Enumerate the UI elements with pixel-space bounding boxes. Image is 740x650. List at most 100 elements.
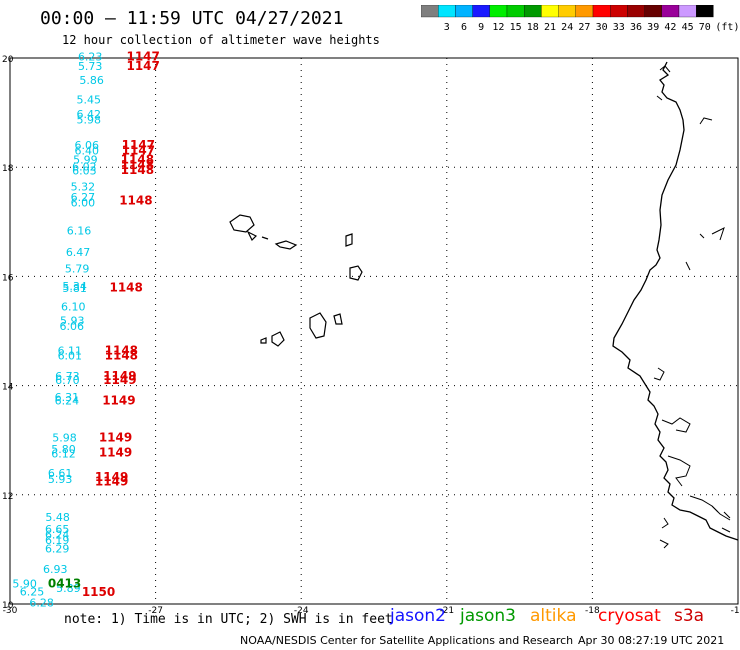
satellite-cryosat: cryosat: [598, 606, 661, 626]
wave-height-label: 6.27: [71, 191, 96, 204]
pass-time-label: 1147: [122, 144, 155, 158]
pass-time-label: 1149: [102, 394, 135, 408]
island-sao-vicente: [246, 230, 258, 242]
lat-tick-label: 10: [2, 601, 14, 611]
wave-height-label: 5.48: [45, 511, 70, 524]
inland-feature-1: [656, 65, 671, 101]
pass-time-label: 1147: [122, 138, 155, 152]
pass-time-label: 1149: [99, 430, 132, 444]
satellite-s3a: s3a: [674, 606, 705, 626]
legend-label: 30: [596, 22, 608, 33]
wave-height-label: 5.93: [48, 473, 73, 486]
legend-swatches: [421, 5, 714, 18]
pass-time-label: 1148: [121, 163, 154, 177]
wave-height-label: 6.47: [66, 246, 91, 259]
pass-time-label: 1149: [103, 369, 136, 383]
lat-tick-label: 18: [2, 164, 14, 174]
legend-label: 39: [647, 22, 659, 33]
lat-tick-label: 20: [2, 55, 14, 65]
wave-height-label: 5.32: [71, 181, 96, 194]
inland-feature-2: [711, 227, 725, 241]
island-fogo: [271, 331, 285, 347]
wave-height-label: 6.06: [60, 320, 84, 333]
coast-inlet-1: [653, 367, 665, 381]
wave-height-label: 6.28: [29, 597, 54, 610]
credit-line: NOAA/NESDIS Center for Satellite Applica…: [240, 634, 574, 647]
wave-height-label: 6.10: [61, 300, 86, 313]
wave-height-label: 5.86: [79, 74, 104, 87]
legend-label: 21: [544, 22, 556, 33]
legend-label: 9: [478, 22, 484, 33]
legend-unit: (ft): [715, 22, 739, 33]
legend-label: 33: [613, 22, 625, 33]
legend-label: 3: [444, 22, 450, 33]
legend-label: 12: [492, 22, 504, 33]
wave-height-label: 5.90: [12, 578, 37, 591]
legend-label: 18: [527, 22, 539, 33]
lon-tick-label: -18: [585, 606, 600, 616]
coast-inlet-2: [661, 417, 691, 433]
lat-tick-label: 14: [2, 383, 14, 393]
legend-label: 15: [510, 22, 522, 33]
wave-height-label: 5.45: [76, 93, 101, 106]
pass-time-label: 1148: [121, 158, 154, 172]
wave-height-label: 6.24: [45, 528, 70, 541]
map-title: 00:00 – 11:59 UTC 04/27/2021: [40, 8, 344, 29]
legend-labels: 3 6 9 12 15 18 21 24 27 30 33 36 39 42 45 70 (ft): [444, 22, 739, 33]
generated-timestamp: Apr 30 08:27:19 UTC 2021: [578, 634, 725, 647]
wave-height-label: 5.89: [56, 582, 81, 595]
pass-time-label: 1148: [109, 281, 142, 295]
wave-height-label: 5.98: [52, 431, 77, 444]
jason3-time-labels: 0413: [48, 577, 81, 591]
wave-height-label: 5.99: [73, 153, 98, 166]
wave-height-label: 6.31: [55, 391, 80, 404]
cyan-wave-height-labels: 6.235.735.865.456.425.986.066.405.996.02…: [12, 51, 103, 610]
coast-islands-east: [711, 505, 731, 533]
lon-tick-label: -24: [294, 606, 309, 616]
wave-height-label: 6.00: [71, 197, 96, 210]
river-mouth: [659, 517, 669, 549]
wave-height-label: 5.81: [62, 282, 87, 295]
wave-height-label: 6.06: [75, 139, 100, 152]
wave-height-label: 6.70: [55, 374, 80, 387]
coast-inlet-3: [667, 455, 691, 487]
legend-label: 42: [664, 22, 676, 33]
lon-tick-label: -30: [3, 606, 18, 616]
wave-height-label: 6.65: [45, 523, 70, 536]
island-santa-luzia: [261, 236, 269, 240]
island-boa-vista: [349, 265, 363, 281]
map-frame: [9, 57, 739, 605]
island-santo-antao: [229, 214, 255, 233]
lon-tick-label: -15: [731, 606, 740, 616]
pass-time-label: 1150: [82, 585, 115, 599]
inland-feature-4: [699, 117, 713, 125]
inland-feature-3: [685, 233, 705, 271]
footer-note: note: 1) Time is in UTC; 2) SWH is in fe…: [64, 612, 393, 627]
wave-height-color-legend: 3 6 9 12 15 18 21 24 27 30 33 36 39 42 45 70 (ft): [421, 5, 739, 33]
pass-time-label: 1147: [126, 59, 159, 73]
legend-swatch: [696, 5, 714, 18]
pass-time-label: 1149: [99, 446, 132, 460]
pass-time-label: 1147: [126, 50, 159, 64]
island-brava: [260, 337, 267, 344]
wave-height-label: 5.73: [78, 60, 103, 73]
wave-height-label: 6.19: [45, 534, 70, 547]
pass-time-label: 1149: [103, 373, 136, 387]
wave-height-label: 5.80: [51, 443, 76, 456]
legend-label: 45: [682, 22, 694, 33]
pass-time-label: 1148: [105, 343, 138, 357]
wave-height-label: 6.02: [72, 160, 97, 173]
wave-height-label: 6.03: [72, 164, 97, 177]
wave-height-label: 6.73: [55, 370, 80, 383]
wave-height-label: 6.01: [58, 349, 83, 362]
satellite-jason3: jason3: [460, 606, 516, 626]
cryosat-time-labels: 1147114711471147114811481148114811481148…: [82, 50, 160, 599]
wave-height-label: 6.42: [76, 108, 101, 121]
wave-height-label: 6.29: [45, 543, 70, 556]
lon-tick-label: -27: [148, 606, 163, 616]
wave-height-label: 6.12: [51, 448, 76, 461]
lon-tick-label: -21: [439, 606, 454, 616]
coast-inlet-4: [689, 495, 731, 521]
wave-height-label: 5.93: [60, 314, 85, 327]
